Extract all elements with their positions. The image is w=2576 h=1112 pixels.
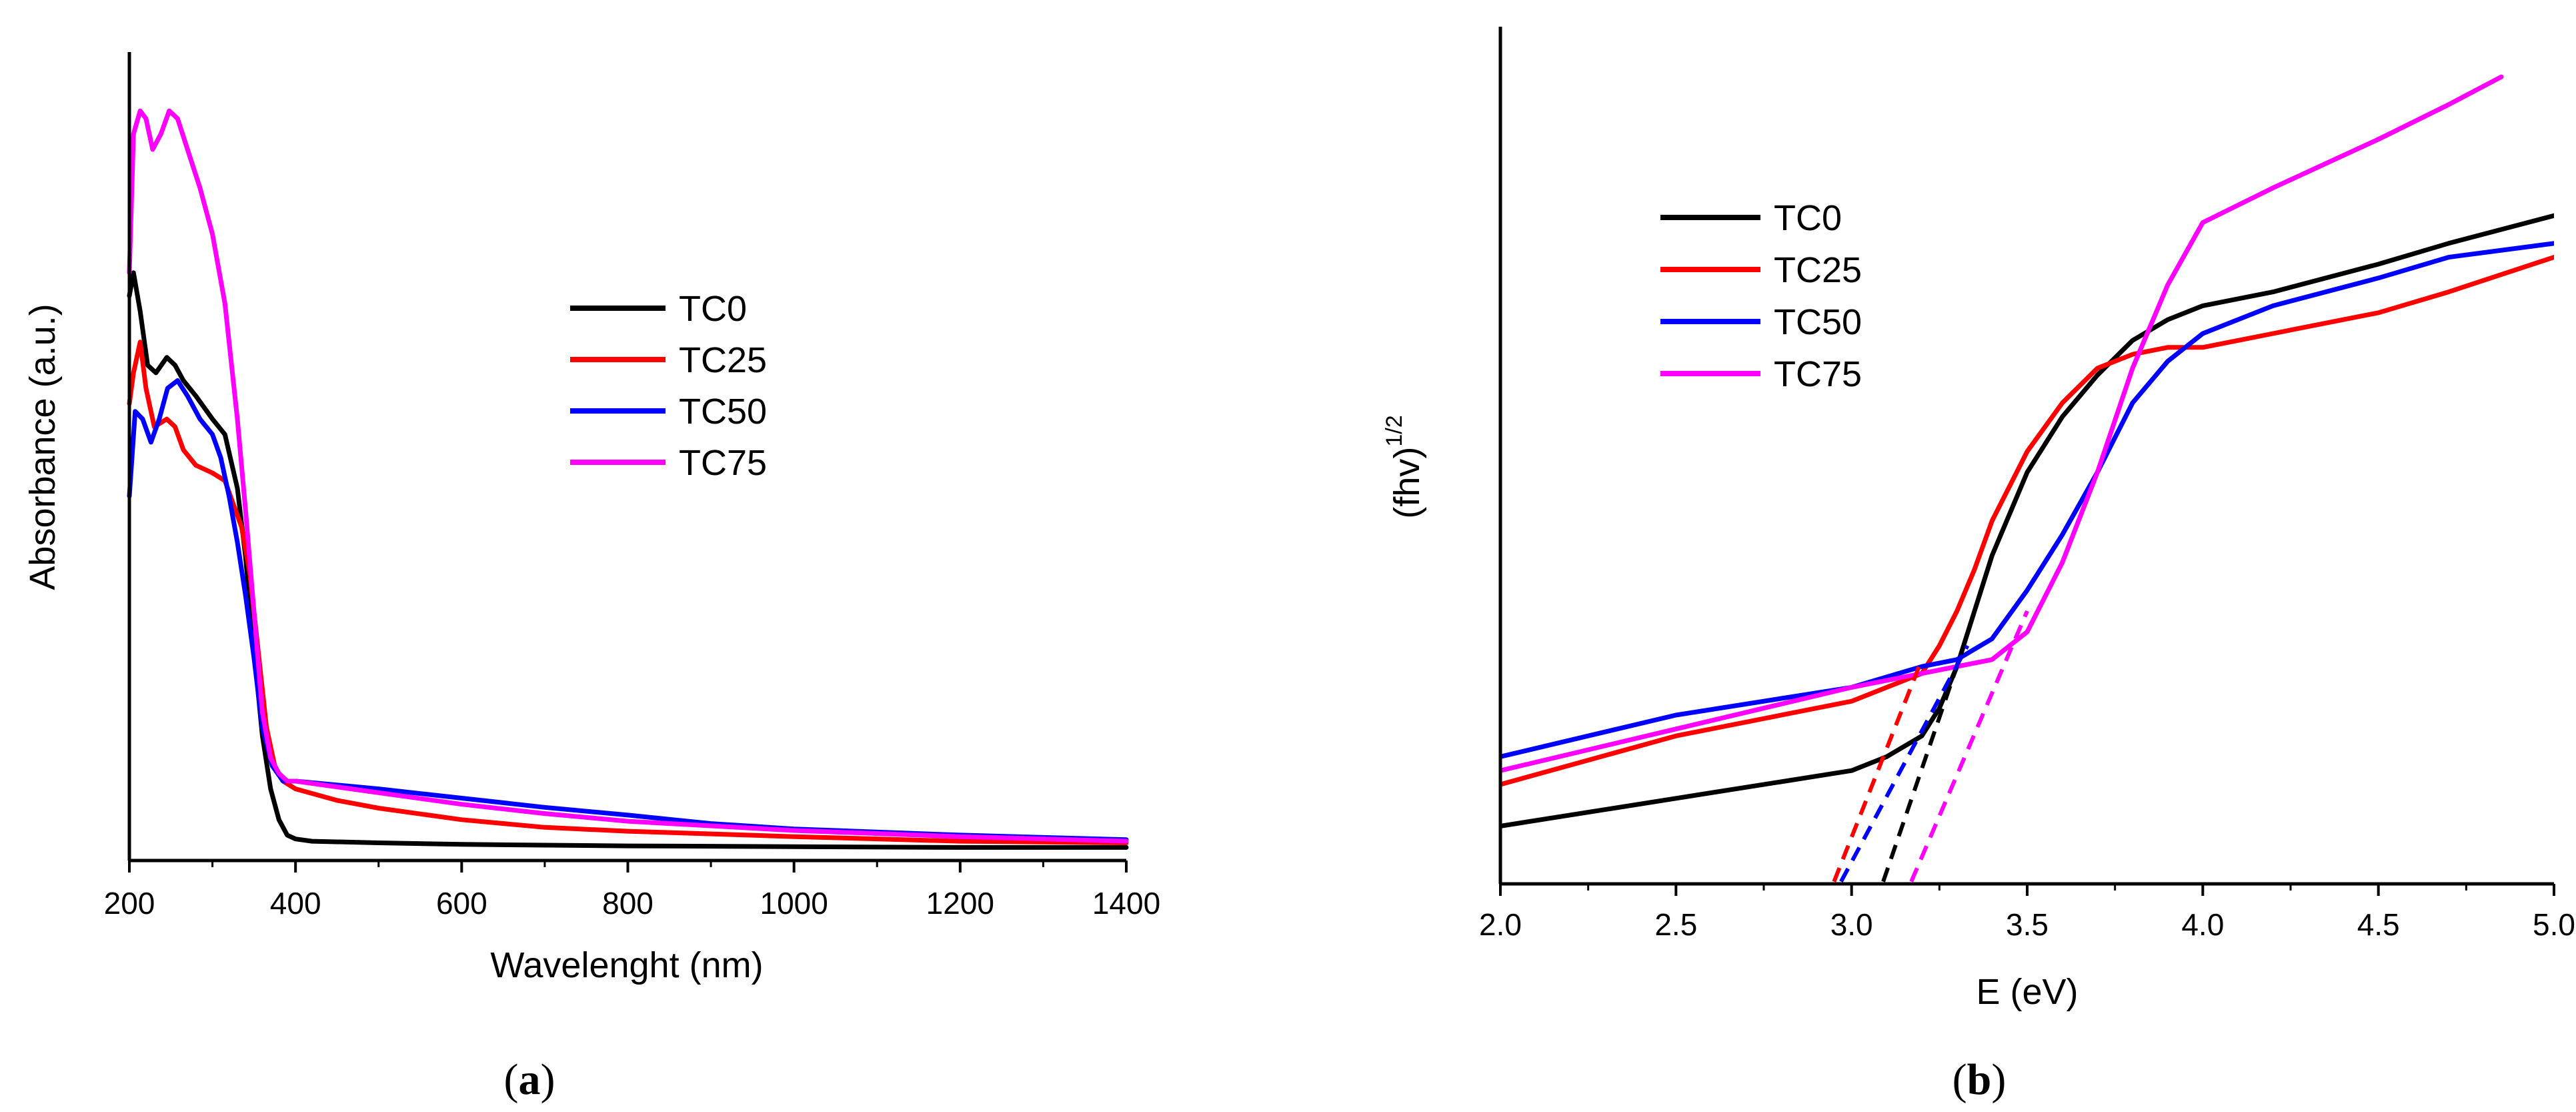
panel-a-x-tick-label-800: 800	[602, 886, 654, 921]
panel-a-x-tick-label-200: 200	[104, 886, 155, 921]
panel-b-x-ticks: 2.0 2.5 3.0 3.5 4.0 4.5 5.0	[1479, 884, 2575, 942]
panel-a-caption: (a)	[504, 1055, 555, 1104]
panel-b-legend: TC0 TC25 TC50 TC75	[1660, 198, 1862, 394]
panel-b-y-axis-label: (fhv)	[1387, 447, 1427, 519]
panel-b-fit-line-tc50	[1839, 644, 1970, 883]
panel-b-series-tc25	[1500, 255, 2554, 787]
panel-b-x-tick-label-2-0: 2.0	[1479, 907, 1522, 942]
panel-b-series-tc50	[1500, 241, 2554, 759]
panel-a-legend-label-tc50: TC50	[679, 392, 767, 432]
panel-b-x-tick-label-5-0: 5.0	[2533, 907, 2575, 942]
panel-b-x-tick-label-4-0: 4.0	[2181, 907, 2224, 942]
panel-b-fit-line-tc25	[1832, 658, 1924, 883]
svg-text:(fhv)1/2: (fhv)1/2	[1382, 415, 1427, 518]
panel-b-x-tick-label-3-5: 3.5	[2006, 907, 2049, 942]
panel-a-x-tick-label-600: 600	[436, 886, 487, 921]
panel-a-series-tc0	[127, 270, 1129, 850]
panel-a-x-tick-label-400: 400	[270, 886, 321, 921]
panel-b-y-axis-superscript: 1/2	[1382, 415, 1407, 446]
panel-a-x-tick-label-1400: 1400	[1092, 886, 1160, 921]
panel-a-x-tick-label-1200: 1200	[926, 886, 994, 921]
panel-b-series-tc75	[1500, 74, 2504, 773]
panel-a-chart: 200 400 600 800 1000 1200 1400 Wavelenght (nm)…	[23, 52, 1160, 1104]
panel-b-fit-line-tc75	[1909, 610, 2029, 883]
panel-a-series-tc25	[127, 340, 1129, 845]
panel-b-series-tc0	[1500, 213, 2554, 828]
panel-b-caption-letter: b	[1967, 1055, 1992, 1104]
panel-b-x-tick-label-3-0: 3.0	[1830, 907, 1873, 942]
panel-b-series-layer	[1500, 74, 2554, 883]
panel-b-legend-label-tc25: TC25	[1774, 250, 1862, 290]
panel-b-fit-line-tc0	[1881, 645, 1967, 883]
panel-a-legend: TC0 TC25 TC50 TC75	[570, 289, 767, 483]
panel-b-legend-label-tc75: TC75	[1774, 354, 1862, 394]
panel-b-legend-label-tc50: TC50	[1774, 302, 1862, 342]
panel-b-caption: (b)	[1953, 1055, 2007, 1104]
panel-b-x-tick-label-4-5: 4.5	[2357, 907, 2400, 942]
panel-a-x-axis-label: Wavelenght (nm)	[490, 945, 763, 985]
panel-a-caption-letter: a	[519, 1055, 541, 1104]
panel-b-y-axis-label-group: (fhv)1/2	[1382, 415, 1427, 518]
panel-a-series-tc75	[127, 108, 1129, 844]
panel-b-x-axis-label: E (eV)	[1976, 972, 2078, 1012]
panel-b-chart: 2.0 2.5 3.0 3.5 4.0 4.5 5.0 E (eV) (fhv)1/2 TC…	[1382, 27, 2575, 1104]
panel-a-series-layer	[127, 108, 1129, 850]
panel-b-legend-label-tc0: TC0	[1774, 198, 1842, 238]
panel-a-legend-label-tc75: TC75	[679, 443, 767, 483]
panel-a-legend-label-tc25: TC25	[679, 340, 767, 380]
panel-a-y-axis-label: Absorbance (a.u.)	[23, 304, 63, 590]
panel-b-x-tick-label-2-5: 2.5	[1654, 907, 1697, 942]
panel-a-x-ticks: 200 400 600 800 1000 1200 1400	[104, 861, 1160, 921]
panel-a-x-tick-label-1000: 1000	[760, 886, 828, 921]
panel-a-legend-label-tc0: TC0	[679, 289, 747, 329]
panel-a-series-tc50	[127, 378, 1129, 843]
